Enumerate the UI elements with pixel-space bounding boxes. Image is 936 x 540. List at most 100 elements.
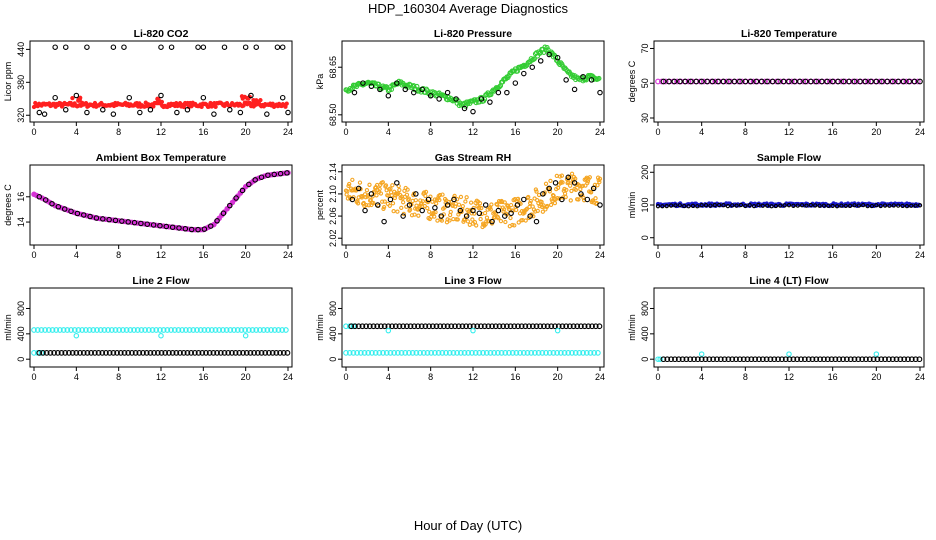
data-point (559, 196, 565, 203)
data-point (836, 356, 843, 363)
data-point (470, 207, 476, 214)
plot-frame (29, 164, 293, 246)
data-point (355, 201, 361, 206)
data-point (472, 97, 478, 103)
data-point (420, 350, 427, 356)
data-point (444, 323, 451, 330)
data-point (554, 327, 561, 334)
data-point (546, 185, 552, 192)
data-point (851, 78, 858, 85)
data-point (835, 78, 841, 85)
data-point (377, 86, 383, 93)
data-point (125, 219, 131, 225)
data-point (526, 194, 531, 200)
data-point (496, 323, 503, 330)
x-tick-label: 24 (283, 127, 293, 137)
data-point (508, 215, 513, 221)
data-point (158, 332, 164, 339)
data-point (153, 327, 160, 333)
data-point (502, 350, 509, 356)
data-point (477, 205, 482, 210)
data-point (227, 327, 234, 333)
data-point (493, 211, 499, 216)
data-point (400, 213, 406, 219)
data-point (742, 78, 749, 85)
x-tick-label: 24 (915, 127, 925, 137)
data-point (557, 350, 564, 356)
x-tick-label: 8 (116, 372, 121, 382)
series-black-low (660, 356, 923, 363)
data-point (528, 198, 533, 204)
data-point (380, 180, 385, 185)
y-tick-label: 0 (640, 235, 650, 240)
x-tick-label: 12 (156, 250, 166, 260)
y-tick-label: 68.65 (328, 56, 338, 79)
data-point (886, 356, 892, 363)
data-point (138, 327, 145, 333)
data-point (492, 323, 499, 330)
data-point (343, 350, 349, 356)
data-point (343, 323, 349, 330)
data-point (690, 203, 696, 208)
data-point (740, 356, 747, 363)
data-point (169, 350, 176, 356)
data-point (399, 205, 404, 211)
data-point (795, 203, 800, 208)
data-point (887, 203, 892, 208)
data-point (199, 350, 206, 356)
data-point (438, 213, 444, 219)
data-point (158, 44, 164, 50)
y-tick-label: 440 (16, 42, 26, 57)
x-tick-label: 16 (828, 372, 838, 382)
data-point (498, 218, 504, 224)
data-point (870, 356, 877, 363)
data-point (243, 350, 250, 356)
data-point (555, 195, 560, 201)
data-point (79, 327, 86, 333)
data-point (699, 202, 704, 208)
data-point (242, 332, 249, 339)
data-point (110, 350, 117, 356)
data-point (452, 323, 458, 330)
data-point (548, 178, 553, 184)
data-point (350, 350, 357, 356)
data-point (220, 210, 227, 216)
data-point (596, 323, 603, 330)
data-point (554, 350, 560, 356)
x-tick-label: 12 (784, 372, 794, 382)
data-point (541, 203, 546, 208)
y-tick-label: 380 (16, 75, 26, 90)
data-point (470, 108, 476, 115)
data-point (157, 327, 163, 333)
data-point (448, 323, 455, 330)
series-layer (31, 44, 291, 117)
data-point (229, 350, 235, 356)
data-point (495, 89, 502, 96)
x-tick-label: 12 (468, 372, 478, 382)
data-point (131, 219, 138, 226)
data-point (578, 323, 584, 330)
data-point (114, 350, 120, 356)
data-point (500, 323, 507, 330)
x-tick-label: 0 (31, 372, 36, 382)
data-point (149, 327, 156, 333)
data-point (453, 96, 459, 102)
data-point (496, 84, 503, 90)
data-point (203, 350, 209, 356)
data-point (463, 213, 470, 219)
data-point (843, 203, 848, 208)
data-point (232, 350, 239, 356)
data-point (236, 350, 243, 356)
data-point (68, 327, 74, 333)
data-point (521, 196, 527, 203)
data-point (569, 350, 575, 356)
y-tick-label: 800 (16, 301, 26, 316)
data-point (528, 350, 535, 356)
data-point (68, 208, 74, 215)
data-point (349, 196, 356, 203)
x-tick-label: 16 (510, 127, 520, 137)
data-point (223, 327, 230, 333)
series-black (36, 170, 290, 233)
x-tick-label: 4 (699, 372, 704, 382)
data-point (434, 201, 439, 206)
